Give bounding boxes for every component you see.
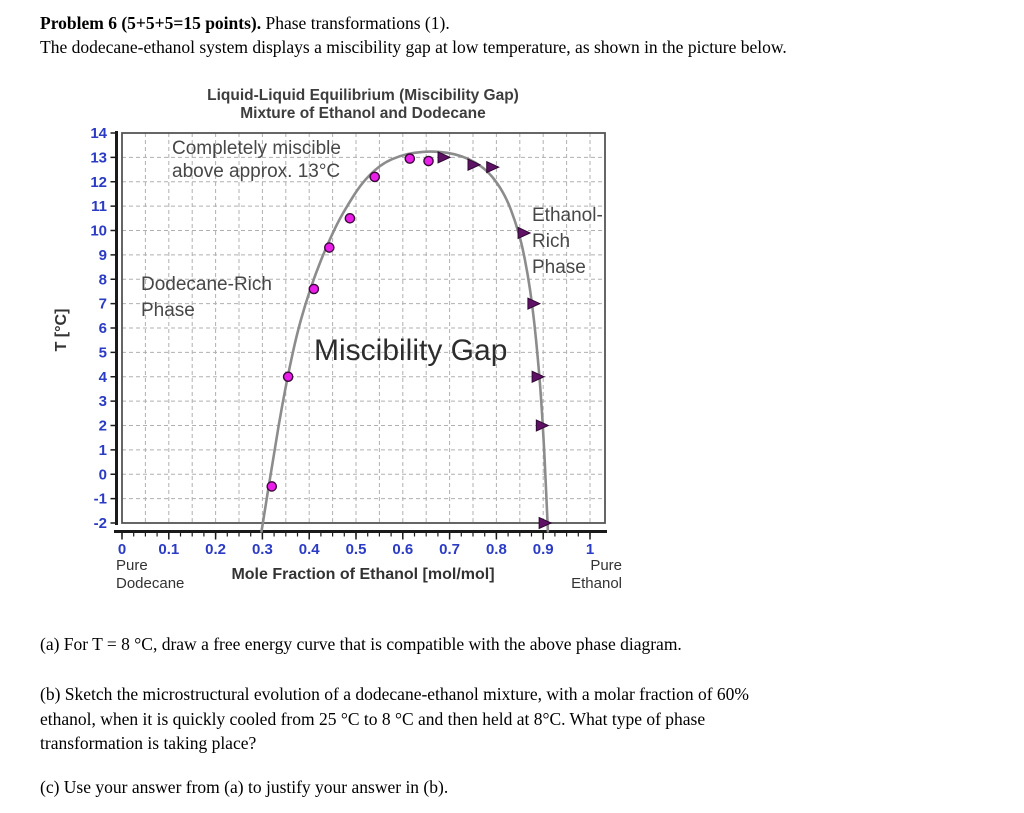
y-tick-label: 7	[99, 296, 107, 313]
pure-dodecane-label: Dodecane	[116, 575, 184, 592]
completely-miscible-line2: above approx. 13°C	[172, 161, 340, 182]
completely-miscible-line1: Completely miscible	[172, 138, 341, 159]
pure-dodecane-label: Pure	[116, 557, 148, 574]
ethanol-rich-line3: Phase	[532, 257, 586, 278]
x-tick-label: 0.1	[158, 541, 179, 558]
miscibility-gap-label: Miscibility Gap	[314, 334, 507, 367]
data-point-triangle	[531, 370, 546, 384]
data-point-triangle	[538, 516, 553, 530]
ethanol-rich-line1: Ethanol-	[532, 205, 603, 226]
chart-title-line2: Mixture of Ethanol and Dodecane	[240, 105, 486, 122]
pure-ethanol-label: Ethanol	[571, 575, 622, 592]
x-tick-label: 0.6	[392, 541, 413, 558]
y-tick-label: 5	[99, 344, 107, 361]
data-point-triangle	[535, 419, 550, 432]
binodal-curve	[260, 150, 550, 533]
data-point-circle	[344, 213, 356, 224]
y-tick-label: 9	[99, 247, 107, 264]
y-tick-label: 10	[90, 223, 107, 240]
dodecane-rich-branch-points	[266, 153, 434, 492]
y-tick-label: 1	[99, 442, 107, 459]
x-tick-label: 0.3	[252, 541, 273, 558]
y-axis-title: T [°C]	[53, 309, 70, 352]
x-tick-label: 0.4	[299, 541, 321, 558]
y-tick-label: 2	[99, 418, 107, 435]
grid-lines	[122, 133, 605, 523]
x-tick-label: 0.9	[533, 541, 554, 558]
x-tick-label: 0	[118, 541, 126, 558]
question-a: (a) For T = 8 °C, draw a free energy cur…	[40, 634, 682, 654]
phase-diagram-figure: 14 13 12 11 10 9 8 7 6 5 4 3 2 1 0 -1 -2 0 0.1 0.2 0.3 0.4 0.5…	[50, 85, 675, 605]
y-tick-label: -1	[94, 491, 107, 508]
y-tick-label: 4	[99, 369, 108, 386]
x-tick-label: 0.8	[486, 541, 507, 558]
data-point-circle	[423, 155, 434, 167]
x-tick-label: 0.7	[439, 541, 460, 558]
question-b: (b) Sketch the microstructural evolution…	[40, 682, 749, 756]
y-tick-label: 14	[90, 125, 107, 142]
y-tick-label: 6	[99, 320, 107, 337]
pure-ethanol-label: Pure	[590, 557, 622, 574]
data-point-circle	[308, 283, 320, 295]
problem-intro: The dodecane-ethanol system displays a m…	[40, 37, 787, 57]
x-axis-title: Mole Fraction of Ethanol [mol/mol]	[231, 566, 494, 583]
data-point-circle	[404, 153, 416, 164]
y-tick-label: 13	[90, 149, 107, 166]
question-b-line3: transformation is taking place?	[40, 733, 257, 753]
problem-title-bold: Problem 6 (5+5+5=15 points).	[40, 13, 262, 33]
y-tick-label: -2	[94, 515, 107, 532]
question-c: (c) Use your answer from (a) to justify …	[40, 777, 449, 797]
data-point-triangle	[517, 226, 532, 240]
data-point-circle	[266, 481, 278, 492]
y-tick-label: 11	[91, 198, 107, 215]
data-point-triangle	[437, 151, 452, 164]
question-b-line1: (b) Sketch the microstructural evolution…	[40, 684, 749, 704]
ethanol-rich-branch-points	[437, 151, 553, 530]
dodecane-rich-line2: Phase	[141, 300, 195, 321]
data-point-circle	[324, 242, 335, 253]
plot-frame	[121, 132, 606, 524]
data-point-circle	[282, 371, 294, 383]
x-tick-label: 0.5	[346, 541, 367, 558]
problem-title: Problem 6 (5+5+5=15 points). Phase trans…	[40, 13, 450, 34]
ethanol-rich-line2: Rich	[532, 231, 570, 252]
y-tick-label: 3	[99, 393, 107, 410]
y-tick-label: 0	[99, 466, 107, 483]
problem-title-rest: Phase transformations (1).	[261, 13, 450, 33]
y-tick-label: 8	[99, 271, 107, 288]
data-point-triangle	[527, 297, 542, 310]
data-point-circle	[369, 171, 381, 183]
data-point-triangle	[486, 160, 500, 174]
x-tick-label: 0.2	[205, 541, 226, 558]
dodecane-rich-line1: Dodecane-Rich	[141, 274, 272, 295]
chart-title-line1: Liquid-Liquid Equilibrium (Miscibility G…	[207, 87, 519, 104]
question-b-line2: ethanol, when it is quickly cooled from …	[40, 708, 706, 729]
y-tick-label: 12	[90, 174, 107, 191]
x-tick-label: 1	[586, 541, 594, 558]
data-point-triangle	[467, 158, 482, 171]
